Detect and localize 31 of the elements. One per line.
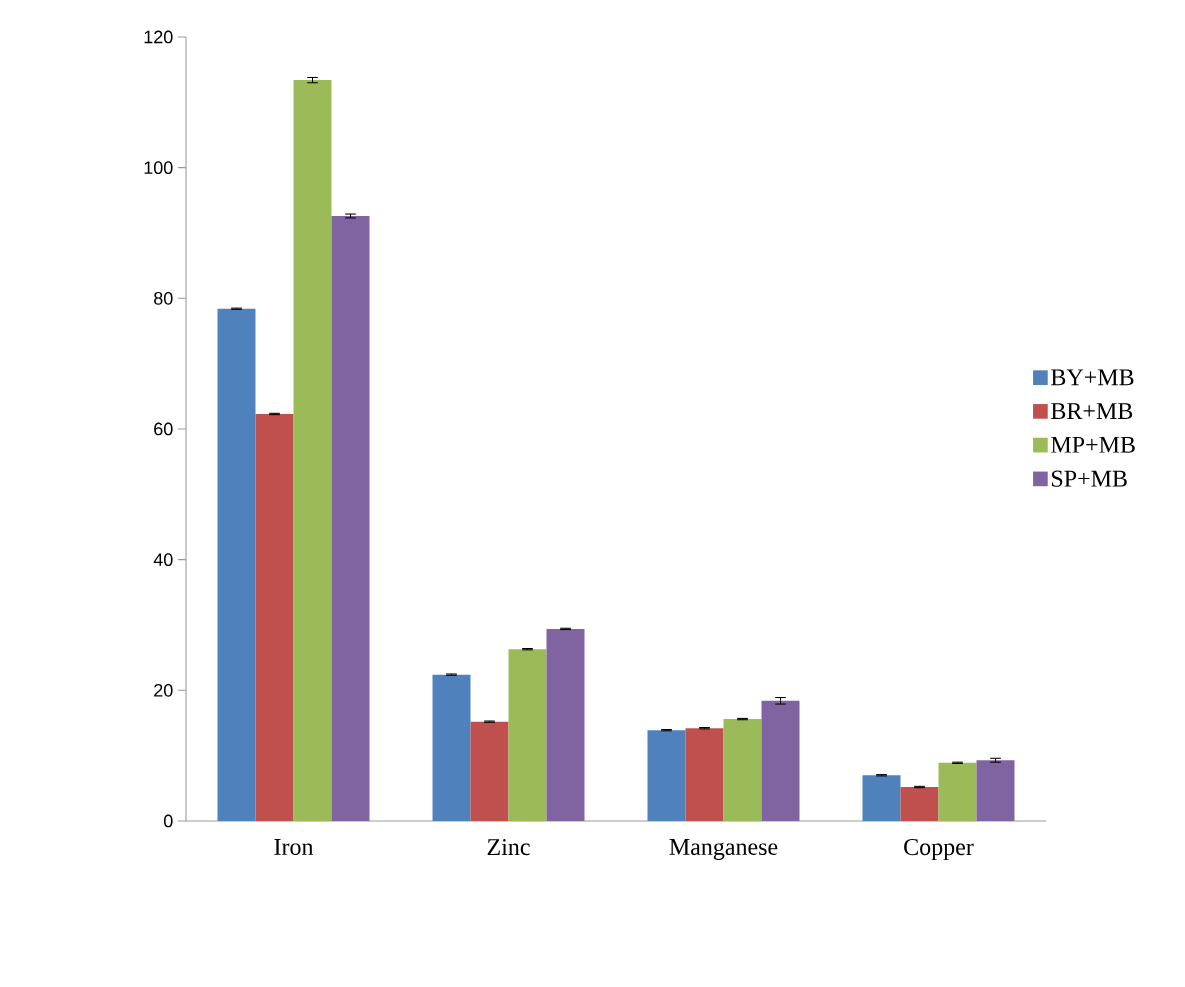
x-tick-label: Iron <box>274 839 314 855</box>
bar <box>508 649 547 821</box>
y-tick-label: 80 <box>154 291 173 305</box>
bar <box>546 628 585 821</box>
bar <box>976 760 1015 821</box>
bar <box>761 700 800 821</box>
bar <box>685 728 724 821</box>
bar <box>255 413 294 821</box>
y-tick-label: 0 <box>163 814 173 828</box>
y-tick-label: 60 <box>154 422 173 436</box>
legend-label: SP+MB <box>1052 470 1127 487</box>
legend-label: MP+MB <box>1051 436 1135 453</box>
bar <box>938 762 977 821</box>
bar <box>217 308 256 821</box>
bar <box>470 721 509 821</box>
bar <box>331 216 370 821</box>
bar <box>900 787 939 821</box>
x-tick-label: Zinc <box>487 839 530 856</box>
x-tick-label: Copper <box>904 839 974 861</box>
bar <box>862 775 901 821</box>
bar <box>647 730 686 821</box>
bar <box>432 674 471 821</box>
y-tick-label: 20 <box>154 683 173 697</box>
bar <box>293 80 332 821</box>
y-tick-label: 40 <box>153 553 173 567</box>
legend-label: BY+MB <box>1051 369 1134 386</box>
legend-label: BR+MB <box>1051 403 1133 419</box>
x-tick-label: Manganese <box>669 839 778 860</box>
y-tick-label: 120 <box>144 30 173 44</box>
bar <box>723 719 762 821</box>
y-tick-label: 100 <box>144 161 173 175</box>
